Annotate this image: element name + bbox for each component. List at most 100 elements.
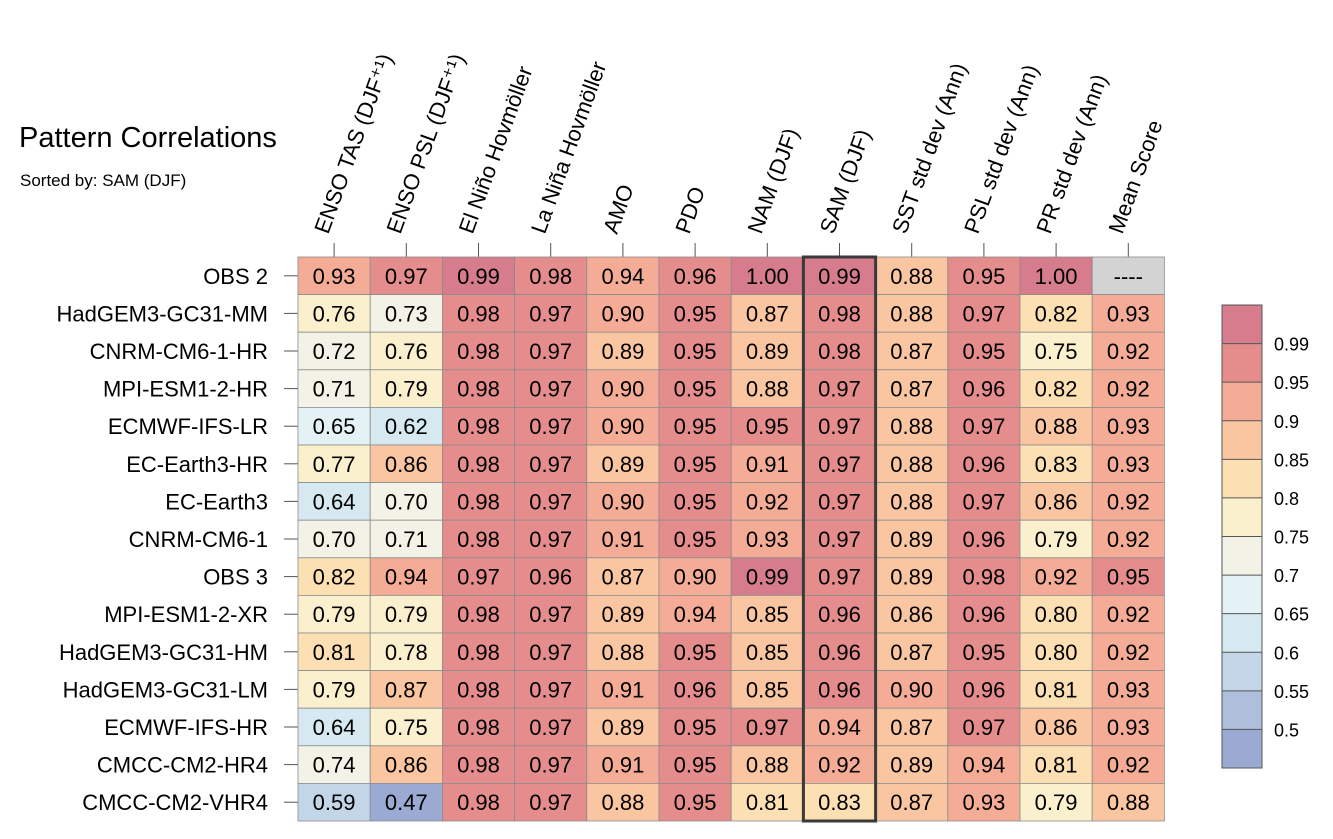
- cell-value: 0.88: [1035, 414, 1078, 439]
- heatmap-cell: [803, 519, 877, 559]
- cell-value: 0.96: [962, 677, 1005, 702]
- colorbar-frame: [1221, 304, 1263, 769]
- cell-value: 0.91: [601, 527, 644, 552]
- heatmap-cell: [1019, 632, 1093, 671]
- cell-value: 0.90: [601, 489, 644, 514]
- heatmap-cell: [875, 519, 949, 559]
- cell-value: 0.93: [1107, 452, 1150, 477]
- colorbar-segment: [1222, 343, 1262, 383]
- chart-subtitle: Sorted by: SAM (DJF): [20, 171, 187, 190]
- heatmap-cell: [1019, 444, 1093, 483]
- cell-value: 0.90: [601, 377, 644, 402]
- heatmap-cell: [586, 745, 660, 784]
- cell-value: 0.92: [1107, 527, 1150, 552]
- heatmap-cell: [875, 331, 949, 371]
- heatmap-cell: [947, 256, 1021, 295]
- cell-value: 0.88: [1107, 790, 1150, 815]
- cell-value: 0.79: [1035, 790, 1078, 815]
- cell-value: 0.88: [890, 414, 933, 439]
- heatmap-cell: [369, 519, 443, 559]
- cell-value: 0.94: [674, 602, 717, 627]
- cell-value: 0.85: [746, 640, 789, 665]
- heatmap-cell: [730, 557, 804, 596]
- cell-value: 0.95: [746, 414, 789, 439]
- heatmap-cell: [1019, 745, 1093, 784]
- heatmap-cell: [658, 670, 732, 709]
- cell-value: 0.86: [890, 602, 933, 627]
- heatmap-cell: [297, 783, 371, 822]
- colorbar-label: 0.8: [1274, 489, 1299, 509]
- cell-value: 0.98: [457, 753, 500, 778]
- cell-value: 0.90: [890, 677, 933, 702]
- heatmap-cell: [441, 707, 515, 747]
- heatmap-cell: [514, 557, 588, 596]
- colorbar-label: 0.99: [1274, 335, 1309, 355]
- heatmap-cell: [441, 406, 515, 446]
- heatmap-cell: [369, 294, 443, 333]
- heatmap-cell: [514, 294, 588, 333]
- highlight-outline: [801, 255, 878, 823]
- heatmap-cell: [441, 519, 515, 559]
- cell-value: 0.81: [313, 640, 356, 665]
- heatmap-cell: [1091, 783, 1165, 822]
- cell-value: 0.95: [674, 527, 717, 552]
- cell-value: 0.95: [1107, 565, 1150, 590]
- row-label-mpi-esm1-2-hr: MPI-ESM1-2-HR: [103, 377, 268, 402]
- cell-value: 0.80: [1035, 602, 1078, 627]
- cell-value: 0.75: [1035, 339, 1078, 364]
- heatmap-cell: [297, 632, 371, 671]
- cell-value: 0.93: [1107, 301, 1150, 326]
- cell-value: 0.95: [962, 339, 1005, 364]
- column-label-la-nina-hovmoller: La Niña Hovmöller: [526, 58, 611, 237]
- cell-value: 0.78: [385, 640, 428, 665]
- cell-value: 0.92: [1107, 377, 1150, 402]
- cell-value: 0.95: [674, 790, 717, 815]
- cell-value: 0.98: [457, 527, 500, 552]
- cell-value: 0.97: [962, 301, 1005, 326]
- heatmap-cell: [369, 707, 443, 747]
- heatmap-cell: [730, 369, 804, 408]
- colorbar-label: 0.75: [1274, 528, 1309, 548]
- cell-value: 0.98: [818, 301, 861, 326]
- heatmap-cell: [730, 595, 804, 634]
- cell-value: 0.86: [1035, 489, 1078, 514]
- heatmap-cell: [947, 745, 1021, 784]
- cell-value: 0.94: [962, 753, 1005, 778]
- heatmap-cell: [586, 369, 660, 408]
- heatmap-cell: [875, 745, 949, 784]
- heatmap-cell: [947, 632, 1021, 671]
- column-label-psl-std-dev-ann: PSL std dev (Ann): [959, 61, 1043, 237]
- row-label-ecmwf-ifs-hr: ECMWF-IFS-HR: [104, 715, 268, 740]
- heatmap-cell: [1091, 519, 1165, 559]
- cell-value: 0.86: [385, 452, 428, 477]
- cell-value: ----: [1114, 264, 1143, 289]
- cell-value: 0.87: [601, 565, 644, 590]
- cell-value: 0.95: [674, 377, 717, 402]
- cell-value: 0.99: [818, 264, 861, 289]
- cell-value: 0.98: [457, 602, 500, 627]
- heatmap-cell: [441, 783, 515, 822]
- cell-value: 0.90: [601, 414, 644, 439]
- cell-value: 0.95: [674, 715, 717, 740]
- colorbar-label: 0.6: [1274, 643, 1299, 663]
- heatmap-cell: [297, 444, 371, 483]
- cell-value: 0.87: [746, 301, 789, 326]
- cell-value: 0.97: [746, 715, 789, 740]
- chart-title: Pattern Correlations: [19, 122, 277, 154]
- cell-value: 0.97: [529, 377, 572, 402]
- heatmap-cell: [586, 783, 660, 822]
- cell-value: 0.99: [746, 565, 789, 590]
- colorbar-segment: [1222, 613, 1262, 653]
- cell-value: 0.97: [529, 414, 572, 439]
- cell-value: 0.92: [1107, 753, 1150, 778]
- heatmap-cell: [658, 519, 732, 559]
- cell-value: 0.93: [1107, 414, 1150, 439]
- heatmap-cell: [1019, 406, 1093, 446]
- cell-value: 0.79: [313, 602, 356, 627]
- cell-value: 0.76: [385, 339, 428, 364]
- heatmap-cell: [947, 444, 1021, 483]
- cell-value: 0.93: [962, 790, 1005, 815]
- heatmap-cell: [1091, 369, 1165, 408]
- cell-value: 0.89: [746, 339, 789, 364]
- heatmap-cell: [875, 707, 949, 747]
